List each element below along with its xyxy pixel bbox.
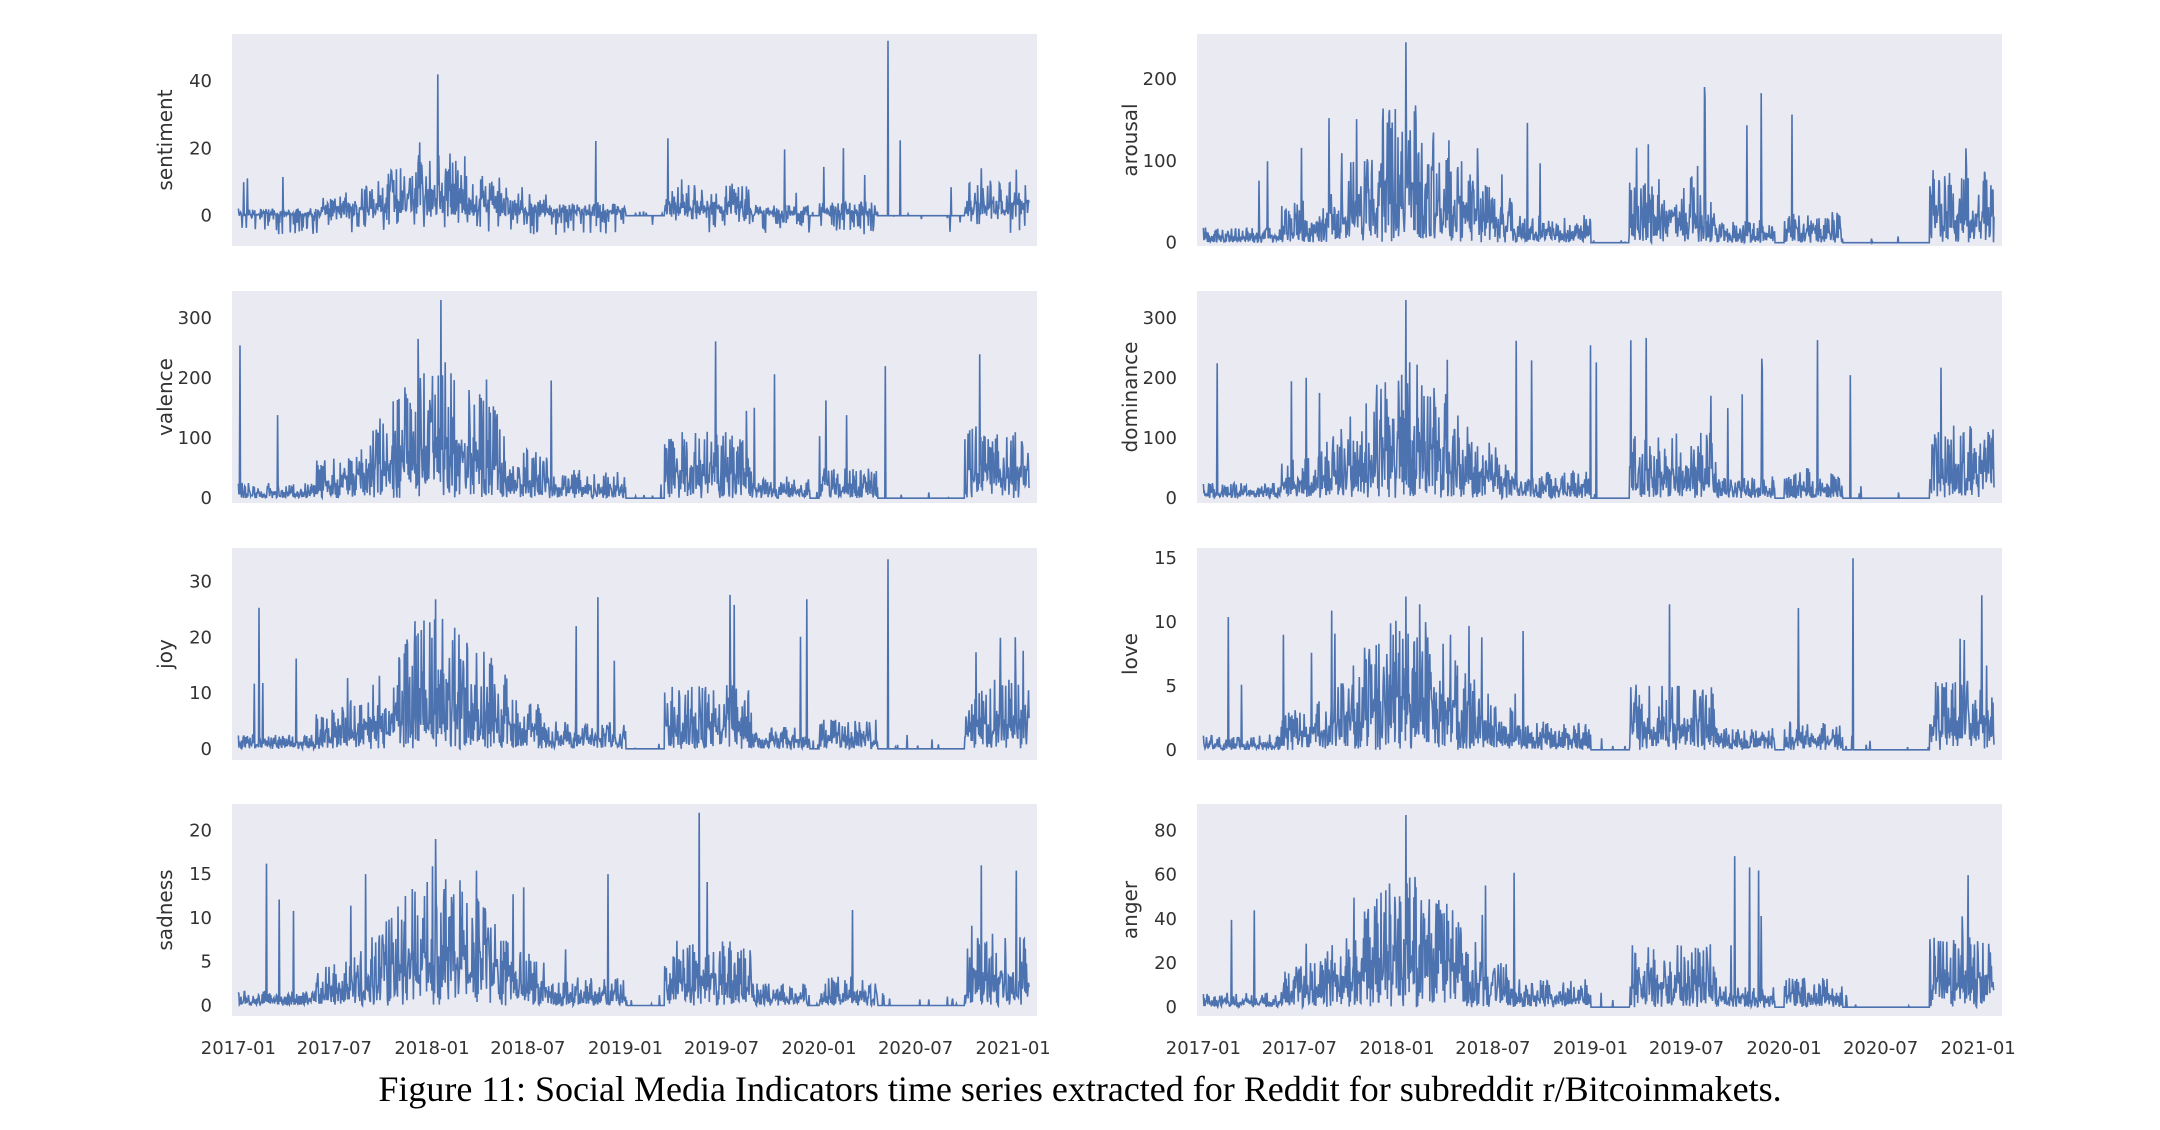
panel-joy: 0 10 20 30 joy (153, 548, 1037, 760)
y-tick-label: 200 (178, 368, 212, 389)
plot-area (1197, 291, 2002, 503)
plot-area (232, 548, 1037, 760)
y-tick-label: 40 (1154, 909, 1177, 930)
x-tick-label: 2019-01 (1553, 1038, 1628, 1059)
x-tick-label: 2018-07 (1455, 1038, 1530, 1059)
y-axis-label: joy (153, 639, 177, 670)
series-line-joy (237, 559, 1030, 752)
y-axis-label: anger (1118, 880, 1142, 939)
y-tick-label: 60 (1154, 865, 1177, 886)
x-tick-label: 2019-07 (684, 1038, 759, 1059)
x-tick-label: 2017-07 (1262, 1038, 1337, 1059)
x-tick-label: 2018-07 (490, 1038, 565, 1059)
y-tick-label: 0 (1166, 997, 1177, 1018)
y-tick-label: 5 (201, 952, 212, 973)
figure-caption: Figure 11: Social Media Indicators time … (378, 1069, 1782, 1109)
y-axis-label: sentiment (153, 89, 177, 190)
series-line-love (1202, 558, 1995, 752)
panel-sadness: 0 5 10 15 20 sadness 2017-01 2017-07 2018-01 2018… (153, 804, 1051, 1059)
y-tick-label: 10 (189, 908, 212, 929)
x-tick-label: 2020-07 (878, 1038, 953, 1059)
x-tick-label: 2020-07 (1843, 1038, 1918, 1059)
y-tick-label: 200 (1143, 368, 1177, 389)
y-tick-label: 0 (201, 206, 212, 227)
x-tick-label: 2020-01 (781, 1038, 856, 1059)
x-tick-label: 2018-01 (394, 1038, 469, 1059)
y-tick-label: 100 (178, 428, 212, 449)
panel-sentiment: 0 20 40 sentiment (153, 34, 1037, 246)
x-tick-label: 2018-01 (1359, 1038, 1434, 1059)
series-line-dominance (1202, 299, 1995, 501)
y-axis-label: sadness (153, 869, 177, 950)
y-tick-label: 10 (1154, 612, 1177, 633)
x-tick-label: 2017-01 (201, 1038, 276, 1059)
y-tick-label: 20 (189, 627, 212, 648)
x-tick-label: 2021-01 (1941, 1038, 2016, 1059)
y-tick-label: 200 (1143, 69, 1177, 90)
y-tick-label: 0 (201, 488, 212, 509)
y-tick-label: 0 (1166, 233, 1177, 254)
y-tick-label: 20 (1154, 953, 1177, 974)
y-tick-label: 0 (201, 739, 212, 760)
series-line-sentiment (237, 40, 1030, 235)
y-tick-label: 300 (178, 308, 212, 329)
series-line-arousal (1202, 42, 1995, 246)
y-tick-label: 15 (1154, 548, 1177, 569)
y-tick-label: 20 (189, 820, 212, 841)
y-axis-label: love (1118, 633, 1142, 675)
series-line-sadness (237, 812, 1030, 1009)
x-tick-label: 2019-07 (1649, 1038, 1724, 1059)
y-tick-label: 100 (1143, 151, 1177, 172)
series-line-anger (1202, 814, 1995, 1011)
x-tick-label: 2019-01 (588, 1038, 663, 1059)
y-tick-label: 80 (1154, 821, 1177, 842)
y-axis-label: dominance (1118, 342, 1142, 453)
y-tick-label: 0 (1166, 740, 1177, 761)
panel-valence: 0 100 200 300 valence (153, 291, 1037, 509)
y-tick-label: 30 (189, 571, 212, 592)
y-tick-label: 40 (189, 71, 212, 92)
y-axis-label: valence (153, 358, 177, 436)
panel-love: 0 5 10 15 love (1118, 548, 2002, 761)
y-tick-label: 5 (1166, 676, 1177, 697)
y-tick-label: 20 (189, 138, 212, 159)
x-tick-label: 2017-01 (1166, 1038, 1241, 1059)
x-tick-label: 2021-01 (976, 1038, 1051, 1059)
y-tick-label: 10 (189, 683, 212, 704)
series-line-valence (237, 299, 1030, 501)
x-tick-label: 2017-07 (297, 1038, 372, 1059)
y-tick-label: 0 (201, 995, 212, 1016)
y-axis-label: arousal (1118, 103, 1142, 176)
x-tick-label: 2020-01 (1746, 1038, 1821, 1059)
y-tick-label: 0 (1166, 488, 1177, 509)
y-tick-label: 300 (1143, 308, 1177, 329)
plot-area (1197, 34, 2002, 246)
panel-anger: 0 20 40 60 80 anger 2017-01 2017-07 2018-01 2018-… (1118, 804, 2016, 1059)
y-tick-label: 15 (189, 864, 212, 885)
y-tick-label: 100 (1143, 428, 1177, 449)
